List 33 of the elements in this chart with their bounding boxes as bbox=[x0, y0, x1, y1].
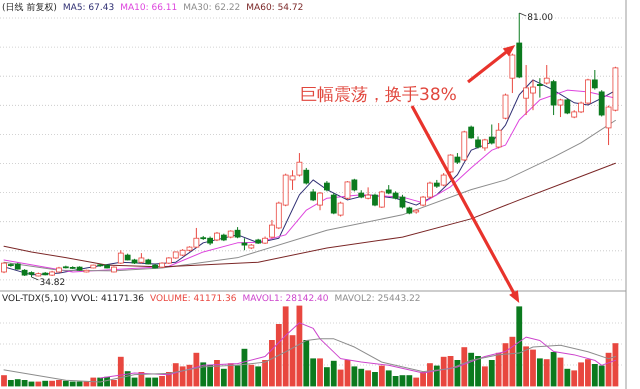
bar bbox=[550, 352, 556, 386]
bar bbox=[488, 360, 495, 386]
text: MA60: 54.72 bbox=[246, 3, 304, 13]
bar bbox=[42, 380, 48, 386]
bar bbox=[1, 375, 7, 386]
bar bbox=[461, 347, 468, 386]
text: MA10: 66.11 bbox=[120, 3, 178, 13]
bar bbox=[454, 360, 460, 386]
bar bbox=[378, 366, 385, 386]
text: MA30: 62.22 bbox=[183, 3, 240, 13]
bar bbox=[516, 306, 522, 386]
bar bbox=[220, 368, 227, 386]
bar bbox=[544, 359, 550, 386]
bar bbox=[248, 364, 254, 386]
bar bbox=[214, 360, 220, 386]
bar bbox=[564, 368, 570, 386]
bar bbox=[372, 372, 378, 386]
text: MA5: 67.43 bbox=[62, 3, 114, 13]
text: MAVOL2: 25443.22 bbox=[334, 294, 421, 304]
annotation: 81.00 bbox=[527, 13, 554, 23]
chart-title: (日线 前复权) bbox=[2, 2, 57, 13]
text: MAVOL1: 28142.40 bbox=[242, 294, 329, 304]
text: VOLUME: 41171.36 bbox=[150, 294, 237, 304]
bar bbox=[536, 358, 543, 386]
annotation: 巨幅震荡，换手38% bbox=[300, 85, 457, 105]
bar bbox=[482, 366, 488, 386]
bar bbox=[255, 366, 262, 386]
bar bbox=[365, 370, 372, 386]
chart-title: VOL-TDX(5,10) VVOL: 41171.36 bbox=[2, 294, 144, 304]
bar bbox=[317, 358, 323, 386]
text: 34.82 bbox=[39, 278, 66, 288]
bar bbox=[558, 358, 564, 386]
bar bbox=[35, 382, 42, 386]
